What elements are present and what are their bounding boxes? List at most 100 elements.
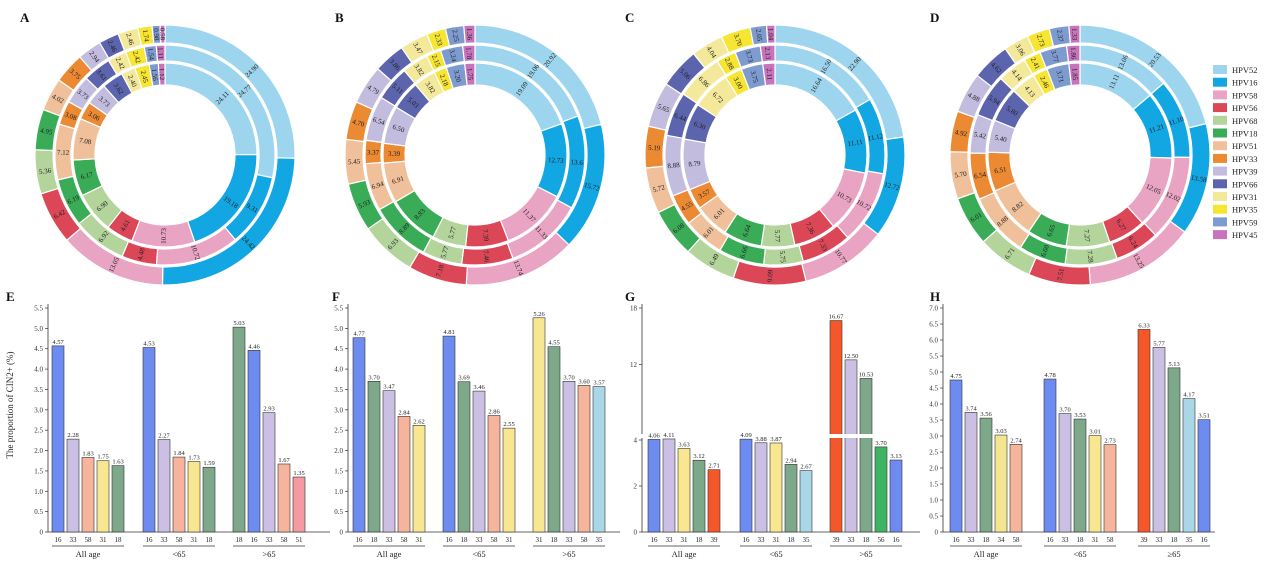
- slice-label: 2.33: [433, 33, 444, 48]
- bar-category-label: 31: [191, 536, 199, 544]
- panel-letter: G: [625, 289, 635, 304]
- y-tick-label: 2: [634, 483, 638, 491]
- slice-label: 4.95: [39, 126, 53, 136]
- slice-label: 5.70: [954, 170, 968, 180]
- bar-hpv31: [1088, 435, 1102, 533]
- bar-category-label: 33: [968, 536, 976, 544]
- bar-hpv58: [81, 457, 95, 533]
- legend: HPV52 HPV16 HPV58 HPV56 HPV68 HPV18 HPV51 HPV33…: [1213, 65, 1258, 240]
- y-tick-label: 6.0: [929, 337, 938, 345]
- slice-label: 11.12: [867, 132, 884, 143]
- bar-hpv18: [784, 464, 798, 533]
- bar-value-label: 4.46: [248, 343, 260, 350]
- legend-label-hpv51: HPV51: [1232, 141, 1258, 151]
- group-label: All age: [377, 549, 402, 559]
- group-label: >65: [262, 549, 275, 559]
- y-tick-label: 5.0: [929, 369, 938, 377]
- bar-value-label: 4.55: [548, 340, 559, 347]
- y-tick-label: 0: [340, 529, 344, 537]
- bar-hpv16: [51, 345, 65, 533]
- axis-break-mark: [638, 434, 646, 438]
- y-axis-title: The proportion of CIN2+ (%): [5, 351, 15, 458]
- bar-hpv33: [157, 439, 171, 533]
- slice-label: 7.12: [57, 149, 70, 157]
- slice-label: 6.54: [973, 170, 987, 180]
- donut-panel-a: A24.9024.4213.056.425.364.954.023.752.94…: [20, 10, 296, 286]
- y-tick-label: 18: [630, 305, 638, 313]
- y-tick-label: 0: [40, 529, 44, 537]
- bar-value-label: 3.57: [593, 380, 605, 387]
- legend-swatch-hpv45: [1213, 230, 1227, 240]
- bar-value-label: 2.84: [398, 409, 410, 416]
- y-tick-label: 0.5: [334, 508, 343, 516]
- bar-value-label: 1.75: [97, 454, 108, 461]
- bar-category-label: 33: [666, 536, 674, 544]
- y-tick-label: 1.0: [334, 488, 343, 496]
- bar-hpv18: [367, 381, 381, 533]
- slice-label: 3.71: [1055, 70, 1066, 84]
- slice-label: 5.77: [447, 225, 458, 239]
- slice-label: 4.70: [351, 118, 365, 129]
- slice-label: 5.42: [973, 130, 987, 140]
- bar-hpv33: [964, 412, 978, 533]
- bar-value-label: 1.63: [112, 459, 123, 466]
- bar-value-label: 3.60: [578, 378, 589, 385]
- slice-label: 5.75: [778, 250, 787, 263]
- donut-slice-hpv45: [464, 62, 476, 87]
- legend-swatch-hpv35: [1213, 204, 1227, 214]
- legend-swatch-hpv59: [1213, 217, 1227, 227]
- slice-label: 7.18: [434, 263, 445, 278]
- bar-value-label: 2.62: [413, 418, 424, 425]
- bar-value-label: 2.93: [263, 406, 274, 413]
- bar-hpv33: [562, 381, 576, 533]
- y-tick-label: 2.5: [929, 449, 938, 457]
- y-tick-label: 1.5: [929, 481, 938, 489]
- bar-category-label: 18: [1171, 536, 1179, 544]
- bar-hpv58: [397, 416, 411, 533]
- y-tick-label: 2.5: [34, 427, 43, 435]
- slice-label: 6.91: [391, 174, 406, 186]
- bar-category-label: 58: [491, 536, 499, 544]
- y-tick-label: 5.0: [334, 325, 343, 333]
- donut-slice-hpv45: [157, 62, 166, 86]
- slice-label: 2.25: [450, 29, 460, 43]
- slice-label: 3.70: [732, 33, 743, 48]
- bar-hpv39: [1137, 329, 1151, 533]
- bar-hpv35: [799, 470, 813, 533]
- slice-label: 2.73: [1035, 33, 1047, 48]
- bar-hpv31: [502, 427, 516, 533]
- bar-category-label: 58: [401, 536, 409, 544]
- slice-label: 1.85: [1070, 68, 1079, 81]
- slice-label: 6.54: [372, 115, 387, 127]
- bar-category-label: 31: [1092, 536, 1100, 544]
- legend-label-hpv35: HPV35: [1232, 205, 1258, 215]
- y-tick-label: 4.0: [34, 366, 43, 374]
- group-label: <65: [1073, 549, 1086, 559]
- slice-label: 12.72: [883, 181, 901, 193]
- bar-value-label: 3.70: [368, 374, 379, 381]
- slice-label: 2.13: [763, 47, 772, 60]
- slice-label: 5.72: [652, 183, 666, 194]
- donut-slice-hpv52: [164, 62, 258, 156]
- legend-swatch-hpv51: [1213, 141, 1227, 151]
- legend-label-hpv58: HPV58: [1232, 90, 1258, 100]
- slice-label: 1.36: [465, 28, 474, 41]
- slice-label: 7.28: [1085, 250, 1094, 264]
- slice-label: 13.6: [570, 158, 583, 167]
- bar-category-label: 16: [1047, 536, 1055, 544]
- bar-category-label: 16: [356, 536, 364, 544]
- bar-value-label: 3.13: [890, 453, 901, 460]
- slice-label: 1.75: [466, 68, 475, 81]
- bar-value-label: 3.12: [693, 453, 704, 460]
- bar-hpv58: [1009, 444, 1023, 533]
- bar-category-label: 35: [1186, 536, 1194, 544]
- bar-hpv18: [111, 465, 125, 533]
- bar-value-label: 5.77: [1153, 340, 1165, 347]
- bar-category-label: 31: [416, 536, 424, 544]
- slice-label: 3.75: [749, 70, 760, 84]
- bar-value-label: 1.67: [278, 457, 290, 464]
- slice-label: 7.39: [481, 229, 491, 243]
- bar-category-label: 18: [696, 536, 704, 544]
- legend-label-hpv45: HPV45: [1232, 230, 1258, 240]
- bar-value-label: 5.13: [1168, 361, 1179, 368]
